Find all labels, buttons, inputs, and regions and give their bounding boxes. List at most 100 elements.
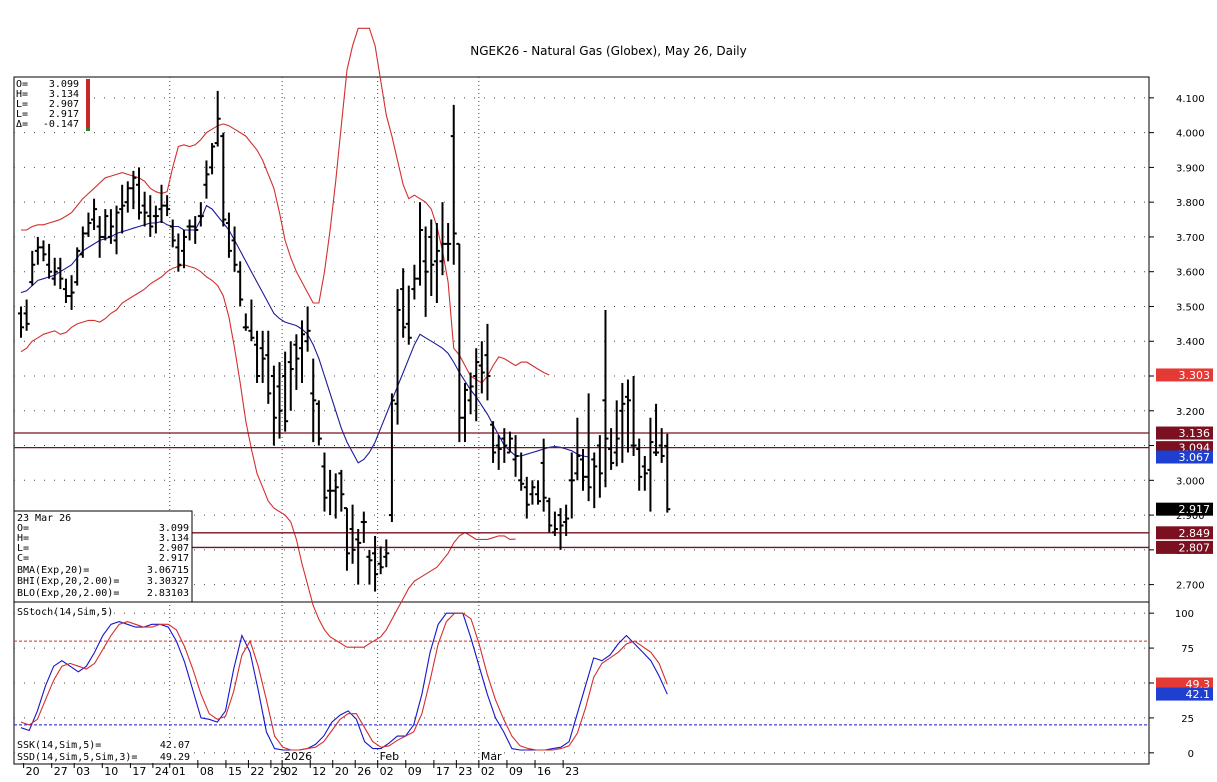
data-window-label: L= bbox=[17, 543, 29, 554]
x-tick-label: 27 bbox=[54, 765, 68, 778]
ohlc-bar bbox=[46, 243, 53, 279]
ohlc-bar bbox=[96, 216, 103, 258]
info-label: O= bbox=[16, 79, 28, 90]
price-badge: 2.917 bbox=[1156, 502, 1213, 516]
price-tick-label: 3.500 bbox=[1176, 302, 1205, 313]
ohlc-bar bbox=[220, 132, 227, 227]
ohlc-bar bbox=[400, 268, 407, 338]
price-tick-label: 2.700 bbox=[1176, 581, 1205, 592]
data-window-box: 23 Mar 26 O= 3.099 H= 3.134 L= 2.907 C= … bbox=[13, 510, 193, 603]
ohlc-bar bbox=[141, 191, 148, 227]
ohlc-bar bbox=[276, 362, 283, 439]
ohlc-bar bbox=[591, 452, 598, 509]
ohlc-bar bbox=[664, 433, 671, 513]
price-badge-bg bbox=[1156, 502, 1213, 516]
ohlc-bar bbox=[62, 278, 69, 303]
ohlc-bar bbox=[512, 435, 519, 477]
stoch-title: SStoch(14,Sim,5) bbox=[17, 607, 113, 618]
ohlc-bar bbox=[433, 223, 440, 303]
ohlc-bar bbox=[596, 435, 603, 498]
ohlc-bar bbox=[57, 257, 64, 290]
ohlc-bar bbox=[641, 455, 648, 491]
ohlc-bar bbox=[91, 198, 98, 230]
data-window-label: BMA(Exp,20)= bbox=[17, 565, 89, 576]
x-tick-label: 10 bbox=[104, 765, 118, 778]
ohlc-bar bbox=[495, 435, 502, 470]
stoch-badge: 42.1 bbox=[1156, 687, 1213, 701]
ohlc-bar bbox=[377, 546, 384, 575]
ohlc-bar bbox=[18, 306, 24, 338]
stochastic-lines bbox=[14, 612, 1149, 751]
info-value: 2.907 bbox=[49, 99, 79, 110]
ohlc-bar bbox=[658, 428, 665, 463]
ohlc-bar bbox=[647, 417, 654, 512]
bollinger-lower-line bbox=[20, 264, 516, 648]
ssk-line bbox=[20, 612, 668, 751]
stoch-tick-label: 75 bbox=[1181, 644, 1194, 655]
horizontal-lines bbox=[14, 432, 1149, 549]
info-label: L= bbox=[16, 99, 28, 110]
x-tick-label: 08 bbox=[200, 765, 214, 778]
ohlc-bar bbox=[225, 212, 232, 258]
price-tick-label: 3.600 bbox=[1176, 268, 1205, 279]
price-tick-label: 3.800 bbox=[1176, 198, 1205, 209]
ohlc-bar bbox=[152, 205, 159, 234]
info-label: Δ= bbox=[16, 119, 28, 130]
ohlc-bar bbox=[372, 535, 379, 592]
x-tick-label: 02 bbox=[284, 765, 298, 778]
ohlc-bar bbox=[523, 476, 530, 519]
ohlc-bar bbox=[624, 379, 631, 453]
ohlc-bar bbox=[197, 202, 204, 227]
data-window-value: 2.83103 bbox=[147, 588, 189, 599]
ohlc-bar bbox=[501, 428, 508, 463]
price-badge: 3.136 bbox=[1156, 426, 1213, 440]
data-window-label: C= bbox=[17, 553, 29, 564]
x-tick-label: 15 bbox=[228, 765, 242, 778]
ohlc-bar bbox=[180, 229, 187, 269]
x-tick-label: 29 bbox=[273, 765, 287, 778]
ohlc-bar bbox=[619, 382, 626, 463]
price-tick-label: 3.200 bbox=[1176, 407, 1205, 418]
x-tick-label: 16 bbox=[537, 765, 551, 778]
data-window-value: 3.30327 bbox=[147, 576, 189, 587]
info-value: 3.134 bbox=[49, 89, 79, 100]
price-badge: 3.067 bbox=[1156, 450, 1213, 464]
ohlc-bar bbox=[40, 240, 47, 262]
ohlc-bar bbox=[546, 497, 553, 533]
ohlc-bar bbox=[529, 480, 536, 505]
stoch-values-box: SSK(14,Sim,5)= 42.07 SSD(14,Sim,5,Sim,3)… bbox=[15, 738, 193, 763]
ohlc-bar bbox=[394, 289, 401, 425]
x-tick-label: 20 bbox=[335, 765, 349, 778]
price-badge: 2.807 bbox=[1156, 540, 1213, 554]
data-window-value: 3.134 bbox=[159, 533, 189, 544]
ohlc-bars bbox=[18, 90, 671, 592]
ohlc-bar bbox=[366, 549, 373, 585]
ohlc-bar bbox=[557, 508, 564, 550]
ohlc-bar bbox=[467, 372, 474, 415]
price-badge-bg bbox=[1156, 540, 1213, 554]
value-badges: 3.3033.1363.0943.0672.9172.8492.80749.34… bbox=[1156, 368, 1213, 701]
ohlc-bar bbox=[175, 233, 182, 272]
data-window-label: BHI(Exp,20,2.00)= bbox=[17, 576, 119, 587]
price-tick-label: 3.000 bbox=[1176, 476, 1205, 487]
ohlc-bar bbox=[574, 417, 581, 481]
ohlc-bar bbox=[473, 348, 480, 422]
ohlc-bar bbox=[242, 313, 249, 331]
ohlc-bar bbox=[186, 219, 193, 241]
price-badge-text: 3.303 bbox=[1179, 369, 1211, 382]
ohlc-bar bbox=[68, 275, 75, 310]
x-tick-label: 02 bbox=[380, 765, 394, 778]
ohlc-bar bbox=[383, 539, 390, 568]
ohlc-bar bbox=[119, 184, 126, 234]
ohlc-bar bbox=[259, 330, 266, 383]
month-label: Mar bbox=[481, 750, 502, 763]
ohlc-bar bbox=[456, 242, 463, 443]
price-tick-label: 3.400 bbox=[1176, 337, 1205, 348]
ohlc-bar bbox=[231, 226, 238, 272]
range-indicator-marker bbox=[86, 127, 90, 131]
info-label: L= bbox=[16, 109, 28, 120]
ohlc-bar bbox=[147, 195, 154, 237]
ohlc-bar bbox=[287, 341, 294, 411]
